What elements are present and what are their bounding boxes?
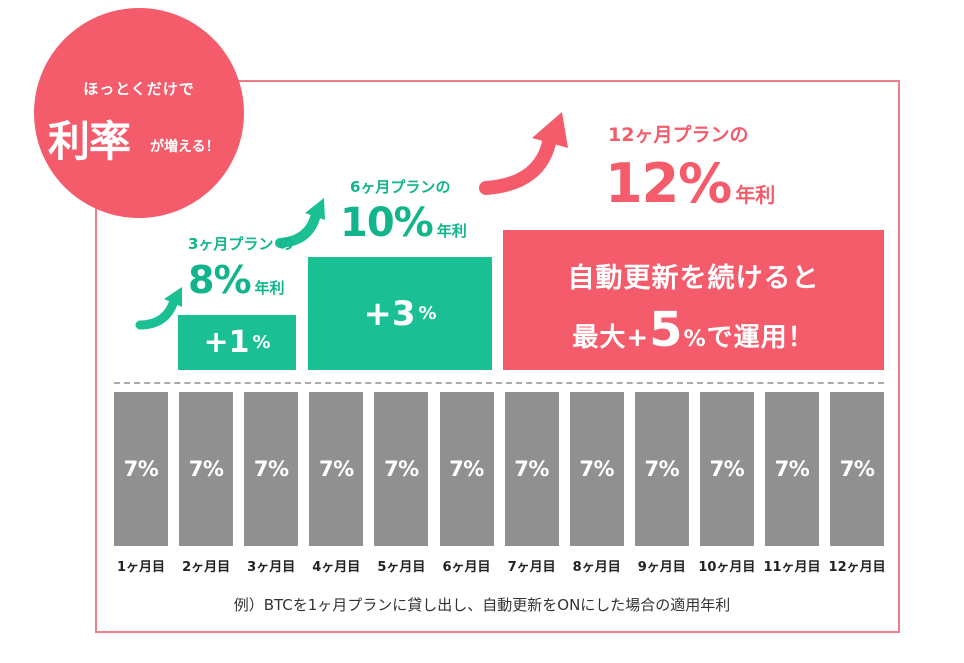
month-label: 10ヶ月目: [698, 560, 756, 575]
month-label: 3ヶ月目: [247, 560, 296, 575]
bar-value-label: 7%: [449, 457, 484, 481]
plan-3m-rate-unit: 年利: [254, 279, 285, 297]
month-bar: 7%: [569, 392, 624, 546]
plan-12m-rate-value: 12%: [605, 152, 732, 215]
plan-3m-rate: 8% 年利: [188, 258, 285, 302]
bar-value-label: 7%: [514, 457, 549, 481]
month-bar: 7%: [244, 392, 299, 546]
month-label: 12ヶ月目: [828, 560, 886, 575]
plan-6m-bonus-unit: %: [418, 303, 437, 324]
month-label: 11ヶ月目: [763, 560, 821, 575]
highlight-post: で運用！: [706, 323, 815, 353]
plan-6m-bonus-value: +3: [363, 293, 416, 334]
bar-value-label: 7%: [839, 457, 875, 481]
month-label: 7ヶ月目: [507, 560, 556, 575]
month-bar: 7%: [830, 392, 885, 546]
bar-value-label: 7%: [774, 457, 810, 481]
month-bar: 7%: [765, 392, 819, 546]
month-label: 6ヶ月目: [442, 560, 491, 575]
month-bar: 7%: [699, 392, 754, 546]
plan-6m-name: 6ヶ月プランの: [350, 178, 451, 196]
month-bar: 7%: [634, 392, 689, 546]
plan-3m-bonus-unit: %: [252, 332, 271, 353]
plan-12m-rate-unit: 年利: [735, 183, 776, 207]
highlight-line1: 自動更新を続けると: [567, 263, 820, 294]
bar-value-label: 7%: [709, 457, 745, 481]
example-caption: 例）BTCを1ヶ月プランに貸し出し、自動更新をONにした場合の適用年利: [233, 596, 731, 614]
bar-value-label: 7%: [384, 457, 419, 481]
plan-3m-bonus-value: +1: [203, 325, 250, 360]
month-label: 5ヶ月目: [377, 560, 426, 575]
badge-line2: 利率: [48, 117, 131, 166]
plan-3m-rate-value: 8%: [188, 258, 252, 302]
plan-12m-name: 12ヶ月プランの: [608, 124, 749, 146]
month-bar: 7%: [309, 392, 364, 546]
month-label: 9ヶ月目: [637, 560, 686, 575]
arrow-up-right-icon: [275, 198, 325, 248]
plan-3m-name: 3ヶ月プラン の: [188, 235, 294, 253]
bar-value-label: 7%: [579, 457, 615, 481]
month-label: 8ヶ月目: [572, 560, 621, 575]
month-bar: 7%: [374, 392, 429, 546]
arrow-up-right-icon: [479, 112, 568, 195]
month-bar: 7%: [504, 392, 559, 546]
promo-badge: ほっとくだけで 利率 が増える！: [34, 8, 244, 218]
bar-value-label: 7%: [123, 457, 159, 481]
month-label: 1ヶ月目: [116, 560, 166, 575]
divider-line: [114, 382, 884, 384]
bar-value-label: 7%: [188, 457, 224, 481]
auto-renew-highlight: 自動更新を続けると 最大+5%で運用！: [503, 230, 884, 370]
plan-6m-rate-value: 10%: [340, 200, 434, 246]
bar-value-label: 7%: [318, 457, 354, 481]
month-bar: 7%: [114, 392, 168, 546]
plan-6m-rate-unit: 年利: [436, 222, 467, 240]
highlight-pre: 最大+: [572, 323, 650, 353]
month-label: 4ヶ月目: [312, 560, 361, 575]
bar-value-label: 7%: [644, 457, 680, 481]
plan-6m-bonus: +3%: [308, 257, 492, 370]
badge-line1: ほっとくだけで: [83, 80, 195, 98]
plan-6m-rate: 10% 年利: [340, 200, 467, 246]
arrow-up-right-icon: [135, 287, 182, 330]
plan-3m-bonus: +1%: [178, 315, 296, 370]
bar-value-label: 7%: [253, 457, 289, 481]
highlight-pct: %: [683, 327, 707, 352]
month-label: 2ヶ月目: [182, 560, 231, 575]
month-bar: 7%: [179, 392, 234, 546]
month-bar: 7%: [439, 392, 494, 546]
highlight-five: 5: [649, 302, 684, 358]
highlight-line2: 最大+5%で運用！: [503, 302, 884, 358]
badge-line3: が増える！: [150, 139, 220, 155]
plan-12m-rate: 12% 年利: [605, 152, 775, 215]
